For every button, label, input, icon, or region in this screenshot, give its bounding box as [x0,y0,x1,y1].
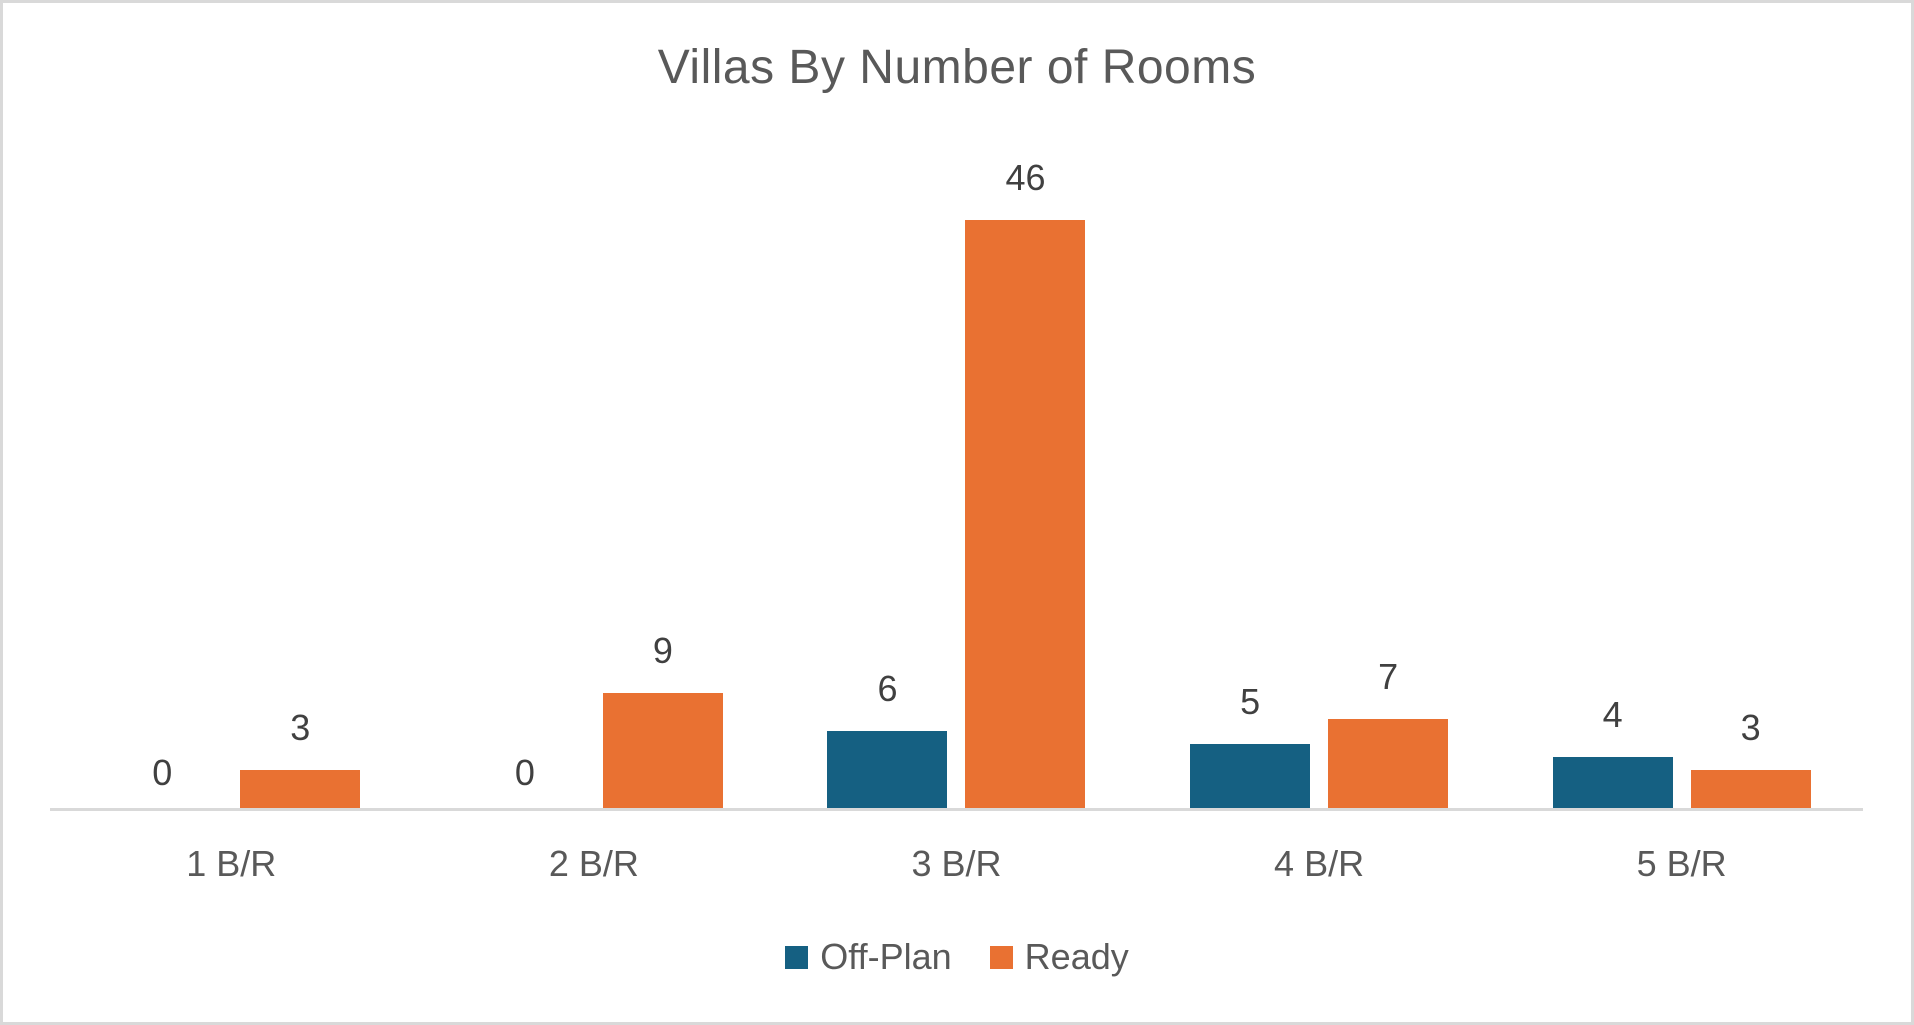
data-label-off-plan-1-b-r: 0 [152,752,173,794]
bar-off-plan-3-b-r [827,731,948,808]
legend-label-ready: Ready [1024,936,1129,977]
bar-slot-ready-4-b-r: 7 [1328,656,1449,808]
bar-slot-ready-3-b-r: 46 [965,157,1086,808]
data-label-ready-3-b-r: 46 [1005,157,1046,199]
legend: Off-Plan Ready [3,936,1911,978]
x-axis-label-2-b-r: 2 B/R [548,843,639,884]
plot-area: 0 3 0 9 6 46 5 7 4 3 [50,123,1863,808]
bar-ready-1-b-r [240,770,361,808]
bar-slot-off-plan-4-b-r: 5 [1190,681,1311,808]
x-axis-labels: 1 B/R 2 B/R 3 B/R 4 B/R 5 B/R [50,843,1863,885]
bar-ready-2-b-r [602,693,723,808]
bar-slot-ready-2-b-r: 9 [602,630,723,808]
legend-item-off-plan: Off-Plan [785,936,952,978]
bar-ready-4-b-r [1328,719,1449,808]
x-axis-label-3-b-r: 3 B/R [911,843,1002,884]
bar-slot-off-plan-2-b-r: 0 [465,753,585,808]
bar-ready-3-b-r [965,220,1086,808]
data-label-off-plan-3-b-r: 6 [877,668,898,710]
bar-slot-off-plan-5-b-r: 4 [1552,694,1673,808]
bar-group-3-b-r: 6 46 [775,123,1138,808]
legend-swatch-icon-ready [989,945,1013,969]
legend-item-ready: Ready [989,936,1129,978]
chart-title: Villas By Number of Rooms [657,41,1257,94]
bar-slot-off-plan-3-b-r: 6 [827,668,948,808]
legend-swatch-icon-off-plan [785,945,809,969]
bar-slot-ready-1-b-r: 3 [240,707,361,808]
x-axis-label-1-b-r: 1 B/R [186,843,277,884]
data-label-ready-4-b-r: 7 [1378,656,1399,698]
x-axis-label-5-b-r: 5 B/R [1636,843,1727,884]
legend-label-off-plan: Off-Plan [820,936,952,977]
data-label-off-plan-5-b-r: 4 [1602,694,1623,736]
bar-slot-off-plan-1-b-r: 0 [102,753,222,808]
data-label-off-plan-2-b-r: 0 [514,752,535,794]
bar-off-plan-4-b-r [1190,744,1311,808]
data-label-ready-1-b-r: 3 [290,707,311,749]
bar-slot-ready-5-b-r: 3 [1690,707,1811,808]
bar-off-plan-5-b-r [1552,757,1673,808]
data-label-ready-2-b-r: 9 [652,630,673,672]
x-axis-label-4-b-r: 4 B/R [1274,843,1365,884]
data-label-off-plan-4-b-r: 5 [1240,681,1261,723]
data-label-ready-5-b-r: 3 [1740,707,1761,749]
bar-ready-5-b-r [1690,770,1811,808]
x-axis-line [50,808,1863,811]
